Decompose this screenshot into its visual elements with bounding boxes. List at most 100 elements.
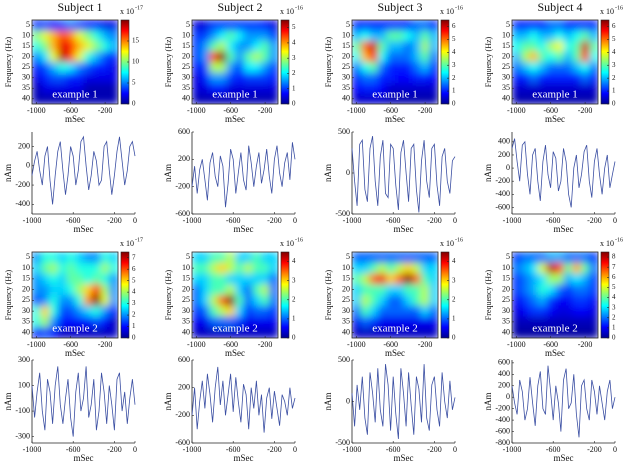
heat-cell	[75, 305, 85, 317]
y-tick-label: 100	[18, 380, 30, 389]
heat-cell	[252, 273, 262, 285]
heat-cell	[412, 83, 422, 94]
heat-cell	[420, 62, 430, 73]
plot-frame	[191, 251, 279, 339]
heat-cell	[572, 316, 582, 328]
heat-cell	[92, 62, 102, 73]
heat-cell	[512, 20, 522, 31]
heat-cell	[243, 62, 253, 73]
heat-cell	[429, 30, 438, 42]
colorbar-tick-label: 1	[292, 84, 296, 92]
heat-cell	[412, 20, 422, 31]
heat-cell	[83, 62, 93, 73]
heat-cell	[217, 262, 227, 274]
heat-cell	[369, 316, 379, 328]
heat-cell	[555, 305, 565, 317]
heat-cell	[66, 316, 76, 328]
y-tick-label: 400	[498, 137, 510, 146]
heat-cell	[369, 30, 379, 42]
heat-cell	[529, 252, 539, 264]
colorbar-tick-label: 1	[292, 314, 296, 322]
heat-cell	[109, 316, 118, 328]
heat-cell	[369, 41, 379, 52]
y-axis-label: nAm	[3, 164, 13, 182]
heat-cell	[377, 72, 387, 84]
heat-cell	[555, 30, 565, 42]
heat-cell	[92, 252, 102, 264]
column-title: Subject 4	[538, 0, 583, 14]
heat-cell	[57, 273, 67, 285]
heat-cell	[66, 20, 76, 31]
heat-cell	[66, 252, 76, 264]
heat-cell	[260, 252, 270, 264]
y-axis-label: Frequency (Hz)	[324, 269, 333, 320]
heat-cell	[520, 305, 530, 317]
heat-cell	[572, 284, 582, 296]
colorbar-tick-label: 3	[132, 299, 136, 307]
heat-cell	[529, 262, 539, 274]
heat-cell	[57, 62, 67, 73]
heat-cell	[83, 72, 93, 84]
heat-cell	[217, 30, 227, 42]
colorbar-exponent: -17	[135, 237, 143, 243]
x-tick-label: -1000	[347, 340, 366, 349]
heat-cell	[49, 262, 59, 274]
x-tick-label: 0	[293, 216, 297, 225]
heat-cell	[572, 252, 582, 264]
y-tick-label: 600	[178, 127, 190, 136]
y-tick-label: 10	[502, 263, 510, 272]
heat-cell	[386, 83, 396, 94]
heat-cell	[92, 72, 102, 84]
heat-cell	[403, 62, 413, 73]
heatmap-cells	[192, 20, 278, 104]
colorbar-label: x 10	[600, 239, 614, 248]
colorbar-tick-label: 2	[452, 74, 456, 82]
heat-cell	[260, 295, 270, 307]
heat-cell	[555, 284, 565, 296]
heat-cell	[109, 72, 118, 84]
heat-cell	[360, 295, 370, 307]
heat-cell	[217, 51, 227, 63]
y-tick-label: 600	[498, 358, 510, 367]
heat-cell	[429, 316, 438, 328]
heat-cell	[529, 93, 539, 104]
heat-cell	[235, 30, 245, 42]
heat-cell	[260, 62, 270, 73]
heat-cell	[386, 30, 396, 42]
heat-cell	[243, 252, 253, 264]
x-tick-label: -600	[223, 340, 238, 349]
heat-cell	[200, 305, 210, 317]
heat-cell	[520, 83, 530, 94]
panel: nAm mSec -800 -600 -400 -200 0 200 400 600 -1000 -6…	[483, 358, 617, 463]
heat-cell	[32, 51, 42, 63]
colorbar-tick-label: 0	[612, 100, 616, 108]
heat-cell	[226, 41, 236, 52]
y-tick-label: 200	[498, 150, 510, 159]
heat-cell	[49, 30, 59, 42]
x-tick-label: -200	[418, 106, 433, 115]
y-tick-label: -200	[15, 180, 30, 189]
colorbar-tick-label: 4	[612, 48, 616, 56]
heat-cell	[395, 295, 405, 307]
colorbar-tick-label: 4	[292, 39, 296, 47]
colorbar-exponent: -16	[455, 237, 463, 243]
heat-cell	[360, 93, 370, 104]
heat-cell	[32, 93, 42, 104]
y-tick-label: 15	[502, 41, 510, 50]
heat-cell	[546, 93, 556, 104]
heat-cell	[403, 41, 413, 52]
colorbar-tick-label: 2	[132, 311, 136, 319]
heat-cell	[420, 41, 430, 52]
heat-cell	[269, 305, 278, 317]
heat-cell	[75, 262, 85, 274]
y-tick-label: 40	[22, 94, 30, 103]
heat-cell	[412, 41, 422, 52]
heat-cell	[252, 72, 262, 84]
panel: Subject 4 Frequency (Hz) mSec example 1 0 1 2 3…	[484, 0, 623, 124]
heat-cell	[49, 41, 59, 52]
heat-cell	[369, 51, 379, 63]
heat-cell	[57, 262, 67, 274]
y-tick-label: -600	[495, 202, 510, 211]
heat-cell	[243, 327, 253, 338]
signal-line	[511, 365, 616, 438]
